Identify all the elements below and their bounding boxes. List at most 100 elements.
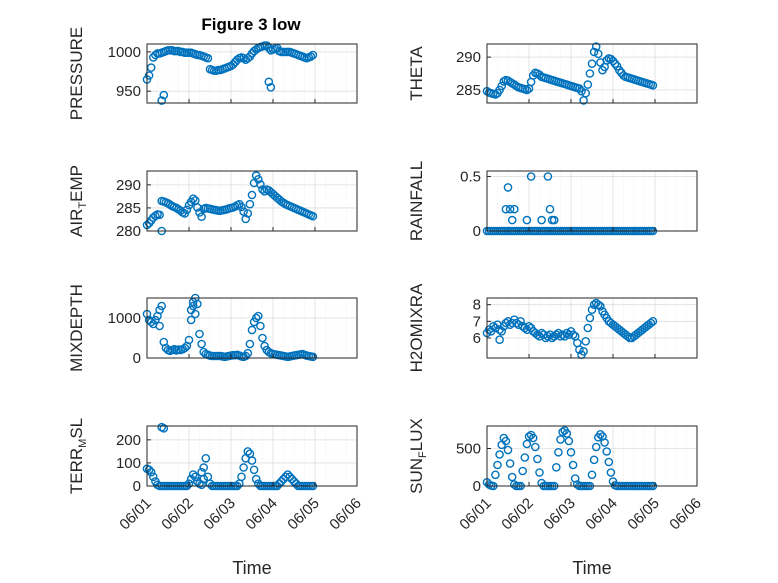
data-point — [501, 436, 511, 446]
data-point — [239, 463, 248, 472]
data-point — [247, 190, 257, 200]
data-point — [581, 336, 591, 346]
data-point — [144, 465, 154, 475]
y-axis-label: H2OMIXRA — [407, 283, 426, 372]
x-tick-label: 06/02 — [498, 495, 537, 534]
data-point — [258, 333, 267, 343]
data-point — [190, 309, 200, 319]
axes-box — [486, 425, 698, 487]
data-point — [193, 203, 202, 212]
y-tick-label: 500 — [456, 441, 481, 458]
subplot-rainfall: 0 0.5 RAINFALL — [407, 161, 698, 241]
x-tick-label: 06/02 — [158, 495, 197, 534]
data-point — [245, 199, 255, 209]
data-point — [243, 53, 253, 63]
y-tick-label: 7 — [473, 313, 481, 330]
data-point — [522, 215, 532, 225]
data-point — [648, 316, 658, 326]
data-point — [159, 90, 169, 100]
y-tick-label: 6 — [473, 330, 481, 347]
x-tick-label: 06/04 — [242, 495, 281, 534]
data-point — [554, 447, 563, 457]
data-point — [526, 172, 536, 181]
data-point — [518, 466, 528, 476]
data-point — [575, 84, 584, 93]
subplot-air-temp: 280 285 290 AIRTEMP — [67, 165, 358, 240]
data-point — [243, 348, 253, 358]
x-tick-label: 06/05 — [624, 495, 663, 534]
data-point — [600, 438, 609, 447]
y-axis-label: AIRTEMP — [67, 165, 89, 237]
data-point — [623, 331, 633, 341]
x-axis-label: Time — [572, 558, 611, 578]
data-point — [491, 470, 500, 480]
data-point — [507, 472, 517, 482]
data-point — [516, 316, 525, 326]
data-point — [535, 468, 544, 477]
data-point — [146, 467, 156, 477]
x-tick-label: 06/01 — [456, 495, 495, 534]
data-point — [589, 47, 599, 57]
data-point — [509, 204, 519, 214]
y-axis-label: TERRMSL — [67, 418, 89, 494]
data-point — [533, 330, 542, 340]
data-point — [197, 480, 206, 490]
subplot-pressure: 950 1000 PRESSURE — [67, 27, 358, 120]
data-point — [253, 311, 263, 321]
data-point — [184, 479, 194, 489]
x-tick-label: 06/06 — [666, 495, 705, 534]
data-point — [587, 470, 597, 480]
data-point — [258, 185, 267, 194]
data-point — [262, 41, 272, 50]
data-point — [594, 300, 603, 310]
data-point — [585, 313, 595, 323]
data-point — [497, 326, 507, 336]
x-tick-label: 06/03 — [540, 495, 579, 534]
y-tick-label: 280 — [116, 223, 141, 240]
data-point — [203, 53, 213, 63]
data-point — [193, 299, 202, 309]
data-point — [285, 472, 295, 482]
figure-title: Figure 3 low — [201, 15, 301, 34]
axes-box — [146, 297, 358, 359]
data-point — [249, 465, 259, 475]
data-point — [308, 211, 318, 221]
data-point — [646, 318, 656, 328]
data-point — [151, 211, 160, 221]
subplot-theta: 285 290 THETA — [407, 42, 698, 105]
y-tick-label: 290 — [456, 49, 481, 66]
data-point — [144, 71, 154, 80]
data-point — [251, 313, 261, 323]
data-point — [157, 301, 166, 311]
axes-box — [486, 297, 698, 359]
data-point — [155, 321, 164, 331]
data-point — [188, 301, 198, 311]
data-point — [146, 63, 156, 72]
data-point — [568, 330, 578, 340]
data-point — [602, 447, 612, 456]
data-point — [195, 329, 204, 339]
data-point — [522, 439, 532, 449]
axes-box — [146, 425, 358, 487]
data-point — [146, 317, 156, 327]
data-point — [277, 477, 286, 486]
x-tick-label: 06/03 — [200, 495, 239, 534]
y-tick-label: 0.5 — [460, 168, 481, 185]
data-point — [197, 339, 206, 349]
axes-box — [146, 170, 358, 232]
data-point — [604, 457, 614, 467]
data-point — [180, 343, 190, 353]
y-axis-label: MIXDEPTH — [67, 284, 86, 372]
data-point — [253, 174, 263, 184]
data-point — [201, 453, 211, 463]
data-point — [188, 194, 198, 203]
data-point — [528, 433, 538, 443]
data-point — [549, 215, 559, 225]
y-tick-label: 285 — [456, 82, 481, 99]
y-axis-label: RAINFALL — [407, 161, 426, 241]
data-point — [197, 467, 206, 477]
x-tick-label: 06/04 — [582, 495, 621, 534]
y-tick-label: 8 — [473, 297, 481, 314]
